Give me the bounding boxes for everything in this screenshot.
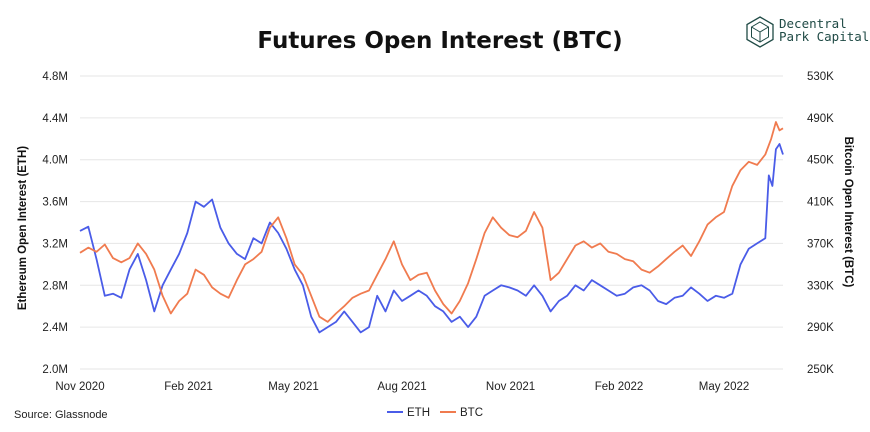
legend-label-btc: BTC [460,407,483,419]
y-left-tick-label: 3.6M [42,197,68,209]
y-right-ticks: 250K 290K 330K 370K 410K 450K 490K 530K [807,71,834,376]
y-left-tick-label: 3.2M [42,238,68,250]
x-tick-label: Nov 2020 [55,381,104,393]
logo: Decentral Park Capital [746,16,869,48]
logo-line-2: Park Capital [779,29,869,44]
legend-label-eth: ETH [407,407,430,419]
x-tick-label: May 2022 [699,381,750,393]
series-line-eth [79,143,784,334]
y-right-tick-label: 410K [807,197,834,209]
y-left-tick-label: 4.0M [42,155,68,167]
x-ticks: Nov 2020 Feb 2021 May 2021 Aug 2021 Nov 2021… [55,381,749,393]
legend: ETH BTC [387,407,483,419]
gridlines [80,75,783,370]
y-right-tick-label: 250K [807,364,834,376]
logo-mark-icon [746,16,774,48]
series-lines [79,121,784,334]
series-line-btc [79,121,784,323]
y-left-axis-title: Ethereum Open Interest (ETH) [17,146,29,310]
y-right-tick-label: 370K [807,238,834,250]
x-tick-label: Feb 2022 [595,381,644,393]
x-tick-label: Feb 2021 [164,381,213,393]
y-right-tick-label: 290K [807,322,834,334]
y-left-tick-label: 4.8M [42,71,68,83]
chart-title: Futures Open Interest (BTC) [257,28,622,54]
y-left-tick-label: 2.0M [42,364,68,376]
source-note: Source: Glassnode [14,409,108,421]
x-tick-label: Aug 2021 [377,381,426,393]
y-left-tick-label: 4.4M [42,113,68,125]
x-tick-label: Nov 2021 [486,381,535,393]
y-right-tick-label: 490K [807,113,834,125]
y-left-ticks: 2.0M 2.4M 2.8M 3.2M 3.6M 4.0M 4.4M 4.8M [42,71,68,376]
y-right-tick-label: 450K [807,155,834,167]
y-right-tick-label: 330K [807,280,834,292]
logo-line-1: Decentral [779,16,847,31]
x-tick-label: May 2021 [268,381,319,393]
y-right-axis-title: Bitcoin Open Interest (BTC) [842,137,854,288]
y-right-tick-label: 530K [807,71,834,83]
y-left-tick-label: 2.4M [42,322,68,334]
y-left-tick-label: 2.8M [42,280,68,292]
